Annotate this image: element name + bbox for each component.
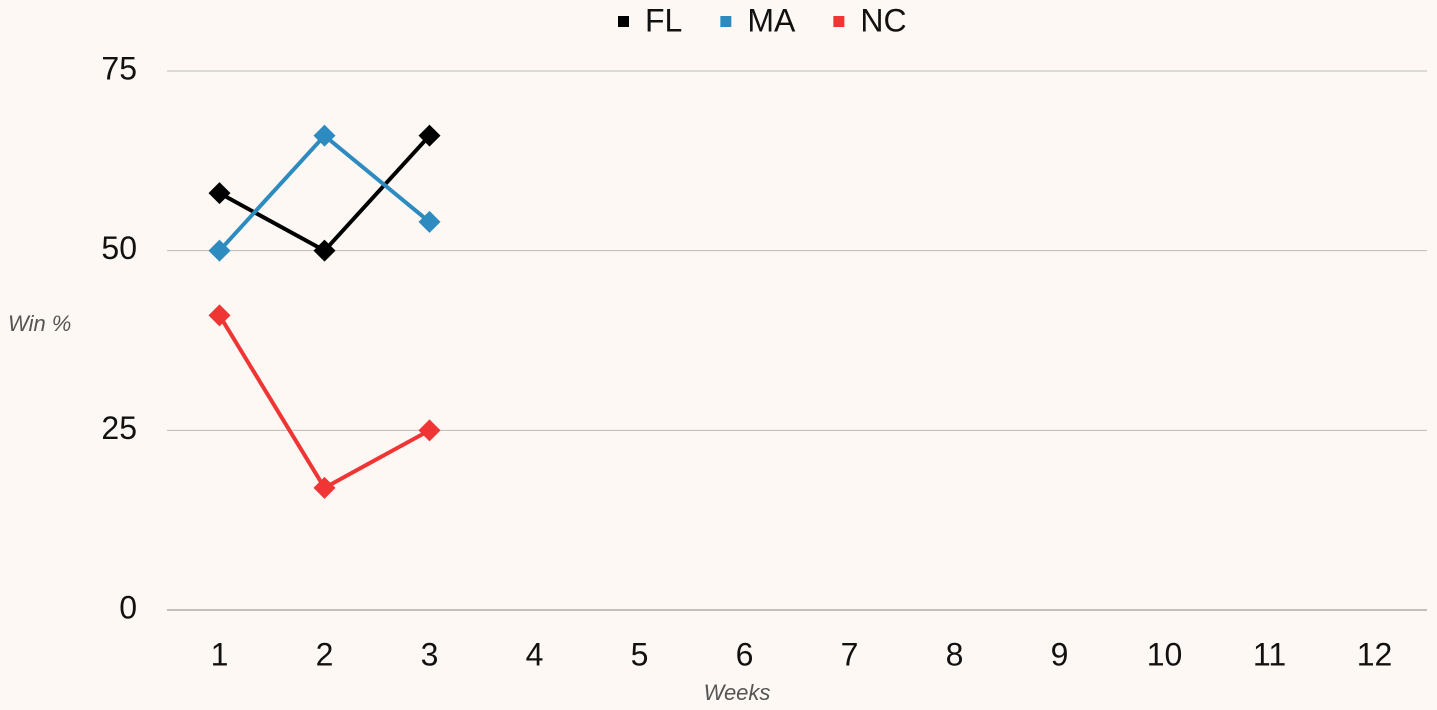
x-tick-label: 8 (946, 636, 964, 672)
y-tick-label: 75 (101, 50, 137, 86)
data-point (313, 476, 336, 499)
data-point (208, 182, 231, 205)
y-tick-label: 0 (119, 589, 137, 625)
x-tick-label: 5 (631, 636, 649, 672)
legend-swatch (618, 16, 629, 27)
y-tick-label: 25 (101, 410, 137, 446)
x-tick-label: 2 (316, 636, 334, 672)
x-tick-label: 6 (736, 636, 754, 672)
legend-swatch (833, 16, 845, 27)
x-tick-label: 11 (1253, 636, 1286, 672)
x-tick-label: 3 (421, 636, 439, 672)
legend-label: FL (645, 2, 682, 38)
x-tick-label: 1 (211, 636, 229, 672)
data-point (313, 239, 336, 262)
x-tick-label: 10 (1147, 636, 1183, 672)
y-axis-label: Win % (8, 311, 71, 336)
x-tick-label: 12 (1357, 636, 1393, 672)
x-axis-label: Weeks (704, 680, 771, 705)
x-tick-label: 9 (1051, 636, 1069, 672)
data-point (313, 124, 336, 147)
legend-label: MA (747, 2, 796, 38)
y-tick-label: 50 (101, 230, 137, 266)
x-tick-label: 4 (526, 636, 544, 672)
x-tick-label: 7 (841, 636, 859, 672)
data-point (418, 210, 441, 233)
legend-swatch (720, 16, 732, 27)
data-point (208, 304, 231, 327)
data-point (418, 419, 441, 442)
legend-label: NC (860, 2, 906, 38)
data-point (208, 239, 231, 262)
data-point (418, 124, 441, 147)
